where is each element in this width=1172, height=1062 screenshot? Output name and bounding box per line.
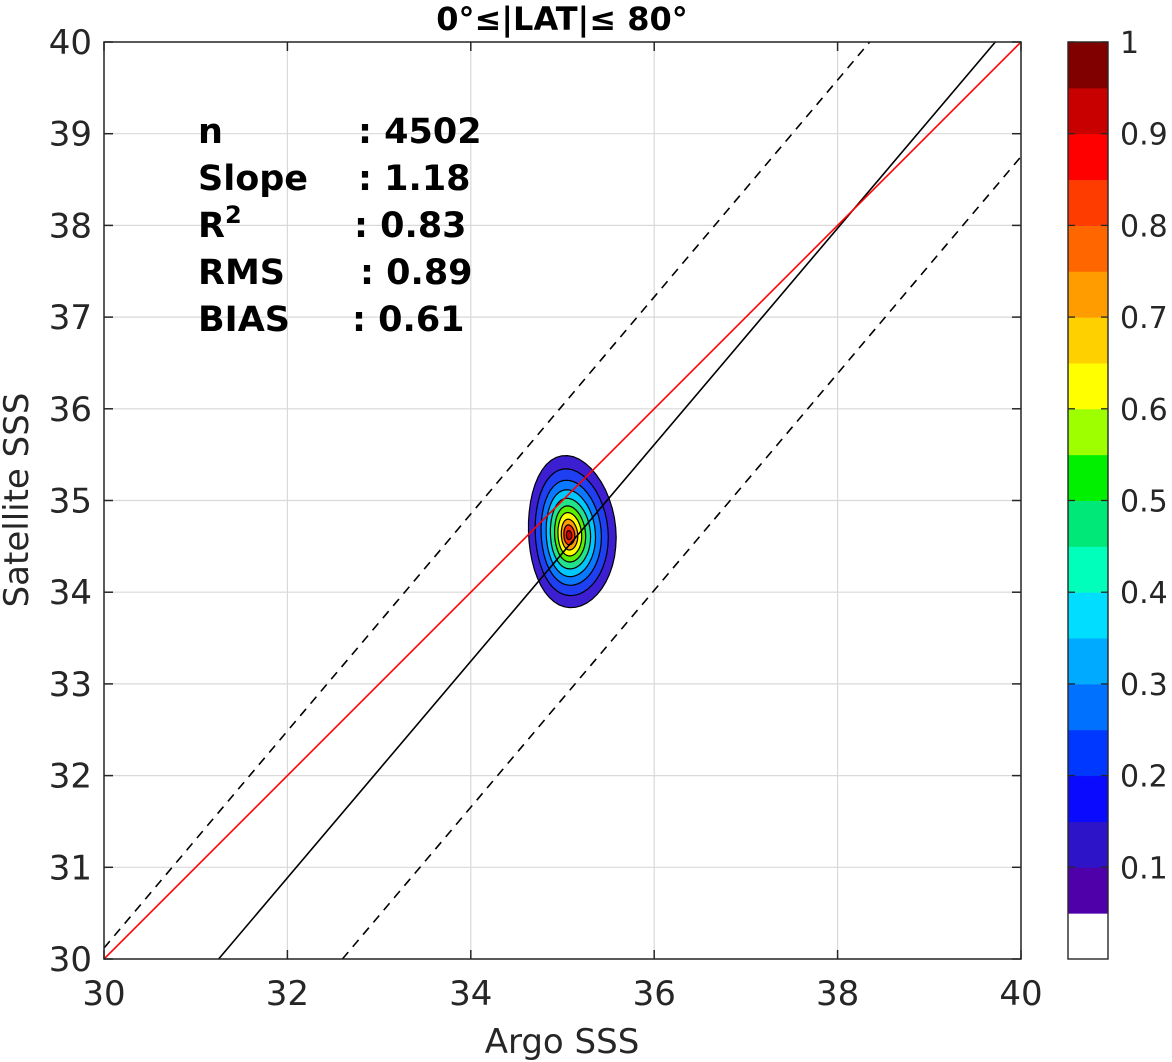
colorbar-tick-label: 1 [1120,26,1139,61]
colorbar-tick-label: 0.5 [1120,485,1168,520]
stat-label: RMS [198,253,285,293]
colorbar-tick-label: 0.4 [1120,576,1168,611]
colorbar-tick-label: 0.9 [1120,118,1168,153]
x-tick-label: 30 [82,974,125,1014]
colorbar-tick-label: 0.1 [1120,851,1168,886]
x-tick-label: 32 [266,974,309,1014]
colorbar-tick-label: 0.8 [1120,209,1168,244]
colorbar-segment [1068,179,1108,226]
x-tick-label: 34 [449,974,492,1014]
stat-label: n [198,112,223,152]
identity-line [104,42,1021,959]
stat-value: : 1.18 [358,159,471,199]
colorbar-segment [1068,225,1108,272]
colorbar-segment [1068,775,1108,822]
y-tick-label: 30 [49,940,92,980]
colorbar-segment [1068,867,1108,914]
y-axis-label: Satellite SSS [0,393,37,608]
colorbar-segment [1068,821,1108,868]
colorbar: 0.1 0.2 0.3 0.4 0.5 0.6 0.7 0.8 0.9 1 [1067,26,1168,960]
colorbar-segment [1068,729,1108,777]
colorbar-segment [1068,42,1108,89]
x-tick-label: 40 [999,974,1042,1014]
stat-label: R2 [198,201,242,246]
colorbar-segment [1068,408,1108,456]
plot-content [104,42,1021,959]
stats-block: n : 4502 Slope : 1.18 R2 : 0.83 RMS : 0.89 BIAS:… [198,112,482,340]
y-tick-label: 38 [49,206,92,246]
colorbar-segment [1068,683,1108,731]
y-tick-label: 39 [49,115,92,155]
stat-value: : 0.61 [352,300,465,340]
plot-area: 30 32 34 36 38 40 30 31 32 33 34 35 36 37 38 39 40 n : 450… [49,23,1043,1014]
colorbar-segment [1068,271,1108,318]
y-tick-label: 33 [49,665,92,705]
stat-value: : 0.89 [360,253,473,293]
colorbar-segment [1068,592,1108,639]
colorbar-segment [1068,913,1108,960]
stat-label: Slope [198,159,308,199]
colorbar-segment [1068,638,1108,685]
y-tick-label: 32 [49,757,92,797]
colorbar-tick-label: 0.7 [1120,301,1168,336]
y-tick-label: 31 [49,848,92,888]
colorbar-segment [1068,500,1108,547]
colorbar-segment [1068,362,1108,410]
stat-label: BIAS [198,300,290,340]
colorbar-segment [1068,87,1108,135]
x-tick-label: 36 [633,974,676,1014]
x-axis-label: Argo SSS [485,1022,640,1062]
y-tick-label: 37 [49,298,92,338]
colorbar-segment [1068,454,1108,501]
colorbar-segment [1068,317,1108,364]
regression-line [218,42,996,959]
y-tick-label: 36 [49,390,92,430]
colorbar-segment [1068,546,1108,593]
contour-level-0_95 [565,529,573,541]
colorbar-tick-label: 0.6 [1120,393,1168,428]
colorbar-tick-label: 0.3 [1120,668,1168,703]
colorbar-segment [1068,133,1108,181]
y-tick-label: 34 [49,573,92,613]
chart-title: 0°≤|LAT|≤ 80° [436,0,687,39]
colorbar-tick-label: 0.2 [1120,760,1168,795]
stat-value: : 0.83 [354,206,467,246]
x-tick-label: 38 [816,974,859,1014]
dashed-upper-line [104,42,871,949]
stat-value: : 4502 [358,112,482,152]
y-tick-label: 40 [49,23,92,63]
y-tick-label: 35 [49,482,92,522]
